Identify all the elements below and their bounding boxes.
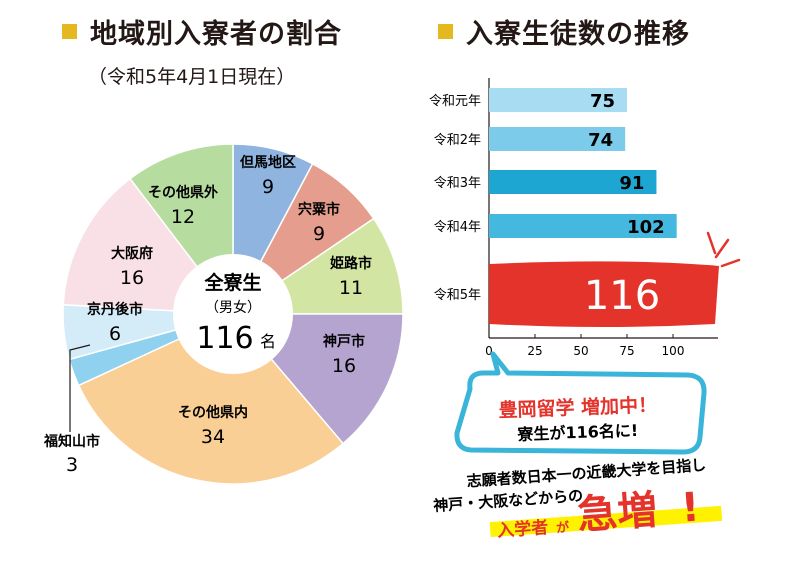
pie-slice-value: 9 xyxy=(262,176,274,198)
yellow-underline xyxy=(489,505,723,538)
x-tick-label: 100 xyxy=(662,344,685,358)
pie-title-text: 地域別入寮者の割合 xyxy=(90,18,342,50)
bottom-word-surge: 急増 xyxy=(576,487,659,538)
bar-chart-title: 入寮生徒数の推移 xyxy=(438,14,690,50)
bar xyxy=(489,88,627,112)
bar-value-label: 75 xyxy=(590,91,615,112)
pie-slice-label: 大阪府 xyxy=(111,245,153,262)
bar-title-text: 入寮生徒数の推移 xyxy=(466,18,690,50)
center-unit: 名 xyxy=(260,332,276,351)
bar xyxy=(489,170,657,194)
bar-highlight xyxy=(489,261,719,327)
bar xyxy=(489,214,677,238)
y-category-label: 令和5年 xyxy=(434,288,481,303)
bar-value-label: 74 xyxy=(588,130,613,151)
pie-slice-value: 16 xyxy=(120,267,144,289)
bottom-word-ga: が xyxy=(556,520,570,537)
bottom-word-entrants: 入学者 xyxy=(497,517,549,542)
pie-slice-value: 12 xyxy=(171,206,195,228)
leader-line xyxy=(69,344,91,432)
center-total: 116 xyxy=(196,321,253,356)
center-line2: （男女） xyxy=(205,299,261,316)
title-square-icon xyxy=(438,23,453,39)
pie-slice-value: 3 xyxy=(66,454,78,476)
pie-subtitle: （令和5年4月1日現在） xyxy=(88,66,296,88)
emphasis-stroke xyxy=(720,258,741,268)
bottom-exclamation: ! xyxy=(680,484,701,531)
bottom-line1: 志願者数日本一の近畿大学を目指し xyxy=(466,456,707,491)
pie-slice-value: 16 xyxy=(332,355,356,377)
pie-slice-label: その他県内 xyxy=(178,404,248,421)
pie-center xyxy=(173,254,293,374)
y-category-label: 令和元年 xyxy=(429,94,481,109)
pie-slice-label: 福知山市 xyxy=(43,433,100,450)
bubble-line2: 寮生が116名に! xyxy=(516,421,638,444)
bar-value-label: 102 xyxy=(627,217,665,238)
emphasis-stroke xyxy=(706,231,717,255)
speech-bubble xyxy=(454,351,707,455)
bottom-line2: 神戸・大阪などからの xyxy=(433,487,584,515)
bar-value-label: 91 xyxy=(619,173,644,194)
y-category-label: 令和4年 xyxy=(434,220,481,235)
x-tick-label: 25 xyxy=(527,344,542,358)
pie-slice-value: 11 xyxy=(339,277,363,299)
pie-slice-value: 9 xyxy=(313,223,325,245)
title-square-icon xyxy=(62,23,77,39)
y-category-label: 令和3年 xyxy=(434,176,481,191)
pie-slice-value: 6 xyxy=(109,323,121,345)
emphasis-stroke xyxy=(714,238,730,259)
pie-slice-label: 宍粟市 xyxy=(298,201,340,218)
x-tick-label: 50 xyxy=(573,344,588,358)
pie-chart-title: 地域別入寮者の割合 xyxy=(62,14,342,50)
x-tick-label: 0 xyxy=(485,344,493,358)
pie-slice-value: 34 xyxy=(201,426,225,448)
x-tick-label: 75 xyxy=(619,344,634,358)
bar-value-label: 116 xyxy=(584,273,660,319)
bubble-line1: 豊岡留学 増加中！ xyxy=(498,393,657,422)
pie-slice-label: 但馬地区 xyxy=(239,154,296,171)
pie-slice-label: 神戸市 xyxy=(323,333,365,350)
center-line1: 全寮生 xyxy=(203,271,261,294)
pie-slice-label: その他県外 xyxy=(148,184,218,201)
pie-slice-label: 姫路市 xyxy=(330,255,372,272)
pie-slice xyxy=(77,313,345,485)
pie-slice-label: 京丹後市 xyxy=(87,301,143,318)
y-category-label: 令和2年 xyxy=(434,133,481,148)
bar xyxy=(489,127,626,151)
